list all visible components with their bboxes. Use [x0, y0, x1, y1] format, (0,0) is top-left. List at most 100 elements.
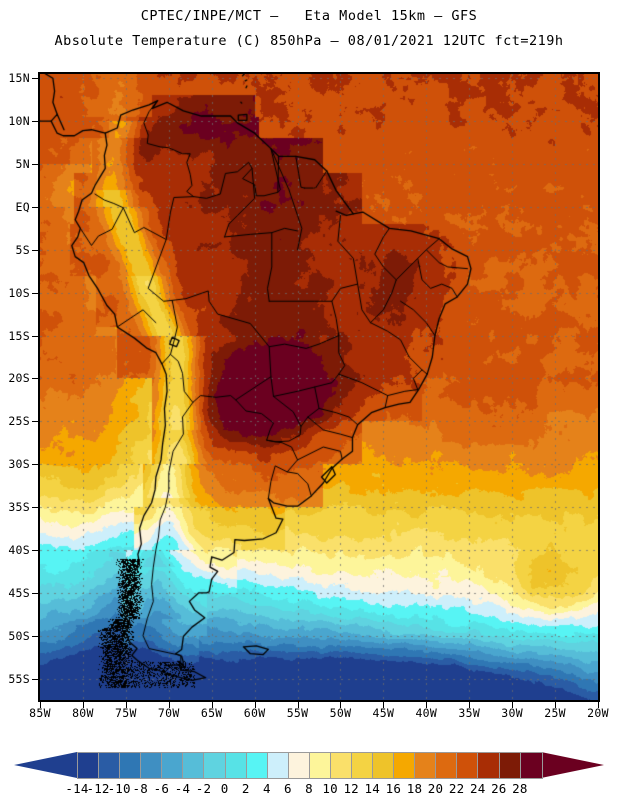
y-axis-label: 5S — [16, 243, 30, 257]
x-axis-label: 35W — [458, 706, 480, 720]
y-axis-tick — [32, 164, 38, 165]
y-axis-label: 45S — [8, 586, 30, 600]
y-axis-tick — [32, 679, 38, 680]
y-axis-tick — [32, 421, 38, 422]
colorbar-tick-label: -8 — [133, 781, 148, 796]
y-axis-tick — [32, 121, 38, 122]
y-axis-label: 10N — [8, 114, 30, 128]
colorbar-tick-label: -2 — [196, 781, 211, 796]
colorbar-cell — [394, 753, 415, 778]
colorbar-tick-label: 10 — [322, 781, 337, 796]
x-axis-label: 30W — [501, 706, 523, 720]
x-axis-label: 20W — [587, 706, 609, 720]
colorbar-cell — [268, 753, 289, 778]
y-axis-label: 10S — [8, 286, 30, 300]
x-axis-tick — [340, 702, 341, 708]
colorbar-tick-label: 8 — [305, 781, 313, 796]
x-axis-tick — [555, 702, 556, 708]
axis-labels-layer: 15N 10N 5N EQ 5S 10S 15S 20S 25S 30S 35S 40S 45S 50S 5… — [0, 0, 618, 800]
y-axis-label: 30S — [8, 457, 30, 471]
x-axis-label: 60W — [244, 706, 266, 720]
colorbar-tick-label: -4 — [175, 781, 190, 796]
colorbar-tick-label: 26 — [491, 781, 506, 796]
colorbar-tick-label: 2 — [242, 781, 250, 796]
colorbar-cell — [226, 753, 247, 778]
x-axis-tick — [598, 702, 599, 708]
colorbar-cell — [373, 753, 394, 778]
x-axis-tick — [512, 702, 513, 708]
colorbar-tick-label: 0 — [221, 781, 229, 796]
colorbar-cell — [120, 753, 141, 778]
colorbar-cell — [415, 753, 436, 778]
colorbar-cell — [500, 753, 521, 778]
colorbar-cell — [78, 753, 99, 778]
colorbar-cell — [331, 753, 352, 778]
x-axis-tick — [426, 702, 427, 708]
y-axis-tick — [32, 250, 38, 251]
x-axis-tick — [298, 702, 299, 708]
colorbar-cell — [436, 753, 457, 778]
y-axis-label: 20S — [8, 371, 30, 385]
x-axis-tick — [212, 702, 213, 708]
y-axis-label: 50S — [8, 629, 30, 643]
colorbar-tick-label: -6 — [154, 781, 169, 796]
colorbar-tick-label: 6 — [284, 781, 292, 796]
colorbar-tick-label: 18 — [407, 781, 422, 796]
colorbar-cell — [204, 753, 225, 778]
y-axis-label: 40S — [8, 543, 30, 557]
colorbar-over-arrow — [541, 752, 604, 778]
x-axis-label: 45W — [373, 706, 395, 720]
y-axis-tick — [32, 636, 38, 637]
x-axis-label: 80W — [72, 706, 94, 720]
colorbar-tick-label: 22 — [449, 781, 464, 796]
colorbar-tick-label: -12 — [86, 781, 109, 796]
colorbar-cell — [141, 753, 162, 778]
colorbar-tick-label: 4 — [263, 781, 271, 796]
colorbar-tick-label: 12 — [343, 781, 358, 796]
y-axis-label: 15N — [8, 71, 30, 85]
colorbar-tick-label: -10 — [108, 781, 131, 796]
y-axis-tick — [32, 378, 38, 379]
y-axis-tick — [32, 336, 38, 337]
colorbar-cell — [183, 753, 204, 778]
colorbar-cells — [77, 752, 543, 779]
x-axis-tick — [469, 702, 470, 708]
x-axis-tick — [383, 702, 384, 708]
x-axis-tick — [126, 702, 127, 708]
colorbar-tick-label: 20 — [428, 781, 443, 796]
colorbar-tick-label: -14 — [65, 781, 88, 796]
colorbar-cell — [99, 753, 120, 778]
colorbar-tick-label: 14 — [365, 781, 380, 796]
x-axis-label: 75W — [115, 706, 137, 720]
colorbar: -14 -12 -10 -8 -6 -4 -2 0 2 4 6 8 10 12 14 16 18 20 22 24 26… — [0, 748, 618, 800]
x-axis-label: 40W — [415, 706, 437, 720]
x-axis-label: 50W — [330, 706, 352, 720]
colorbar-cell — [457, 753, 478, 778]
colorbar-cell — [247, 753, 268, 778]
colorbar-cell — [521, 753, 542, 778]
colorbar-cell — [289, 753, 310, 778]
colorbar-tick-label: 16 — [386, 781, 401, 796]
y-axis-tick — [32, 464, 38, 465]
y-axis-tick — [32, 593, 38, 594]
x-axis-label: 55W — [287, 706, 309, 720]
x-axis-label: 25W — [544, 706, 566, 720]
y-axis-label: EQ — [16, 200, 30, 214]
x-axis-tick — [83, 702, 84, 708]
y-axis-label: 25S — [8, 414, 30, 428]
y-axis-tick — [32, 207, 38, 208]
colorbar-tick-label: 24 — [470, 781, 485, 796]
y-axis-tick — [32, 507, 38, 508]
x-axis-label: 85W — [29, 706, 51, 720]
y-axis-tick — [32, 550, 38, 551]
y-axis-label: 15S — [8, 329, 30, 343]
colorbar-cell — [478, 753, 499, 778]
y-axis-label: 35S — [8, 500, 30, 514]
y-axis-label: 55S — [8, 672, 30, 686]
x-axis-tick — [40, 702, 41, 708]
colorbar-cell — [310, 753, 331, 778]
y-axis-label: 5N — [16, 157, 30, 171]
x-axis-tick — [255, 702, 256, 708]
x-axis-tick — [169, 702, 170, 708]
colorbar-cell — [352, 753, 373, 778]
